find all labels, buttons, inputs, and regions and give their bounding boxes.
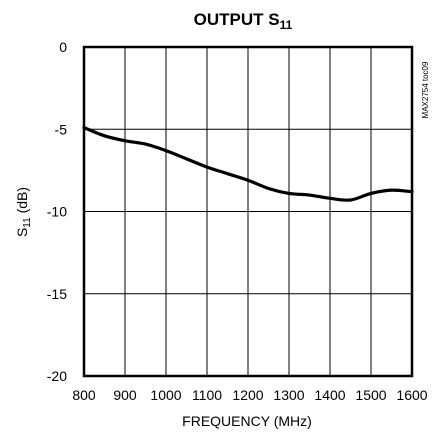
x-tick-label: 1500: [355, 387, 386, 403]
x-tick-label: 1100: [192, 387, 222, 403]
x-tick-label: 900: [113, 387, 137, 403]
y-tick-label: -20: [47, 368, 67, 384]
x-tick-label: 800: [72, 387, 96, 403]
s11-data-line: [82, 126, 414, 202]
y-tick-label: 0: [59, 39, 67, 55]
x-tick-label: 1600: [396, 387, 427, 403]
chart-title: OUTPUT S11: [194, 10, 293, 32]
y-tick-label: -5: [55, 121, 68, 137]
x-tick-label: 1300: [273, 387, 304, 403]
y-tick-label: -15: [47, 286, 67, 302]
x-tick-labels: 800 900 1000 1100 1200 1300 1400 1500 1600: [72, 387, 427, 403]
y-axis-label: S11 (dB): [14, 187, 33, 237]
grid-lines: [84, 47, 412, 376]
x-tick-label: 1000: [150, 387, 181, 403]
side-note: MAX2754 toc09: [421, 61, 430, 118]
x-tick-label: 1400: [314, 387, 345, 403]
y-tick-labels: 0 -5 -10 -15 -20: [47, 39, 67, 384]
x-tick-label: 1200: [232, 387, 263, 403]
x-axis-label: FREQUENCY (MHz): [182, 413, 312, 429]
y-tick-label: -10: [47, 204, 67, 220]
plot-frame: [82, 45, 414, 378]
